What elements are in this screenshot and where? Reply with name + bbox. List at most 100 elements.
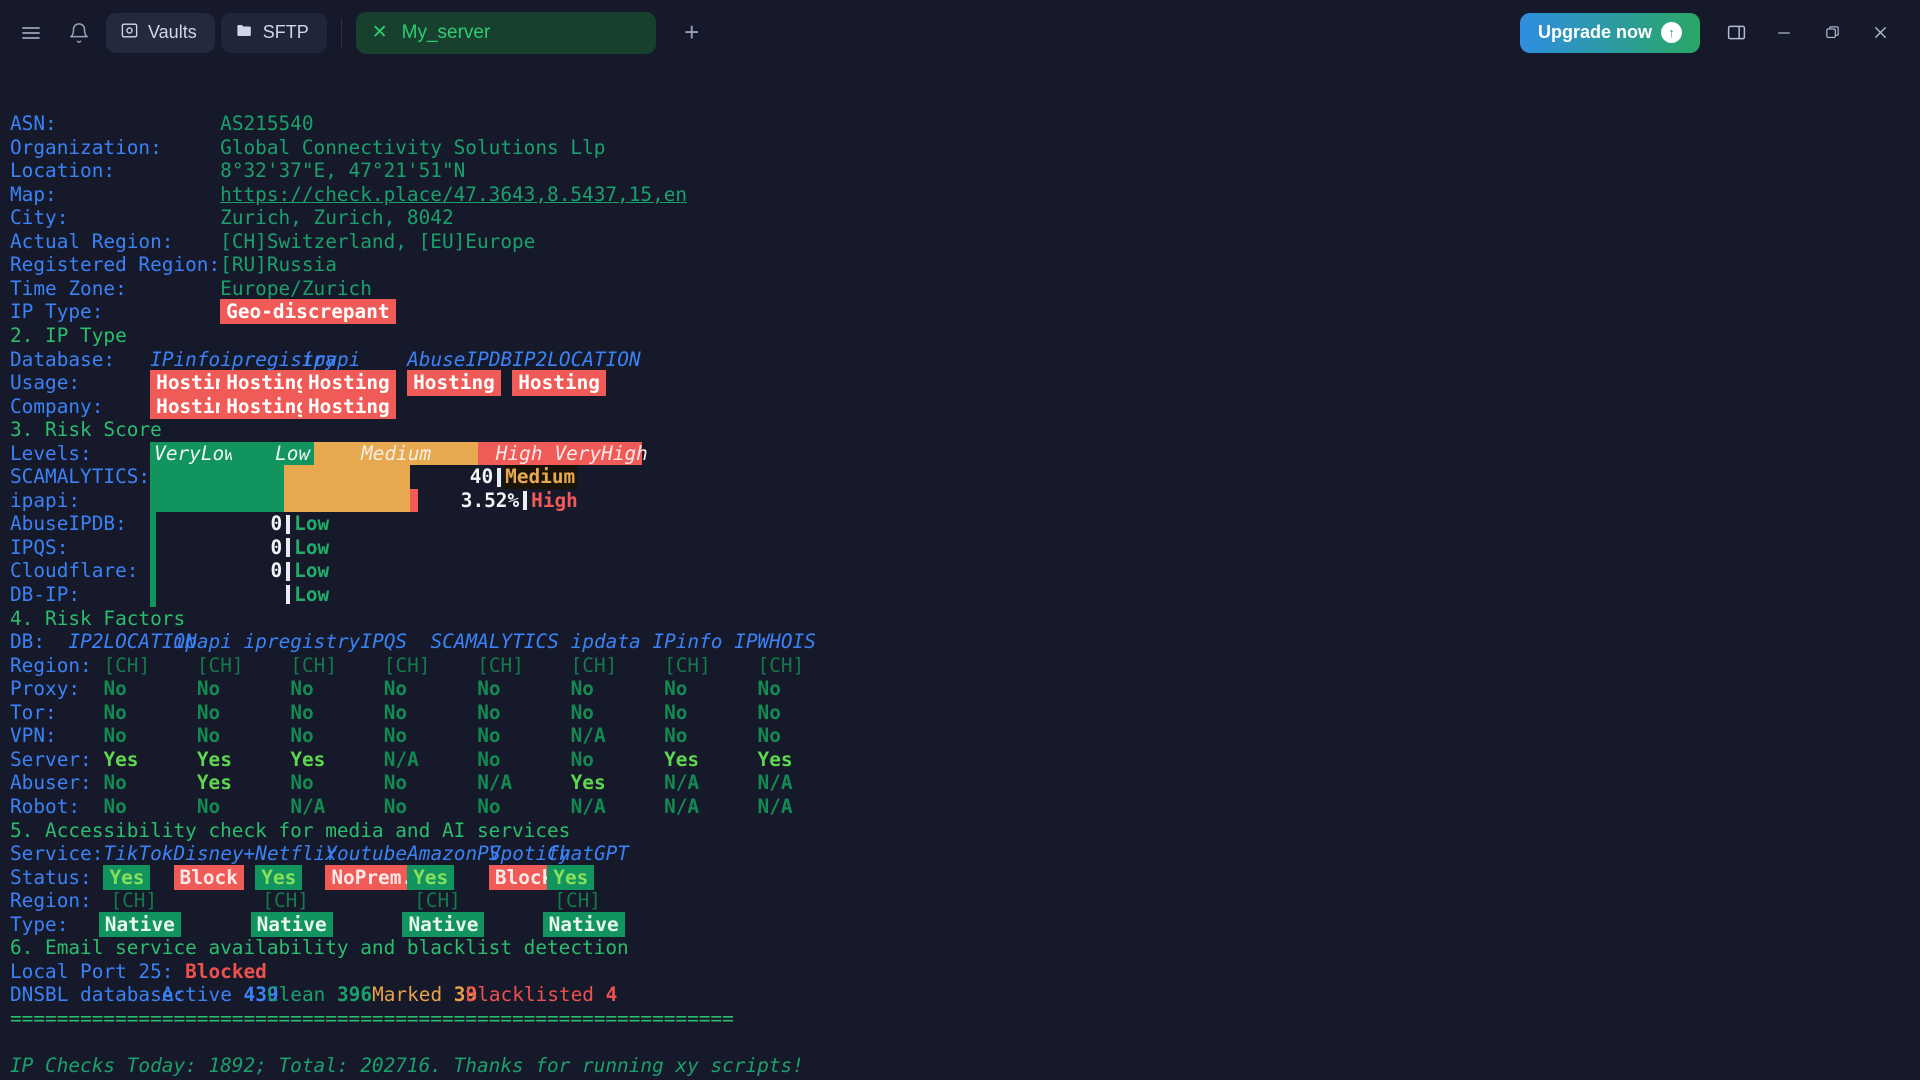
risk-score-value: 0 <box>270 512 283 536</box>
risk-factor-row: Robot: No No N/A No No N/A N/A N/A <box>10 795 1920 819</box>
risk-marker <box>497 465 502 489</box>
risk-score-value: 0 <box>270 535 283 559</box>
service-type-row: Type: Native Native Native Native <box>10 911 1920 938</box>
row-label: Local Port 25: <box>10 959 186 983</box>
service-name: Disney+ <box>173 842 256 866</box>
database-header-row: Database: IPinfo ipregistry ipapi AbuseIPDB I… <box>10 348 1920 372</box>
overview-row: ASN: AS215540 <box>10 112 1920 136</box>
dnsbl-entry: Marked 39 <box>372 983 478 1007</box>
section-heading-row: 2. IP Type <box>10 324 1920 348</box>
risk-bar <box>150 535 157 560</box>
risk-factor-cell: No <box>290 724 314 748</box>
risk-factor-cell: No <box>383 724 408 748</box>
new-tab-button[interactable]: + <box>684 17 700 47</box>
row-label: Tor: <box>10 700 57 724</box>
db-name: IP2LOCATION <box>512 347 641 371</box>
close-button[interactable] <box>1858 13 1902 53</box>
divider-row: ========================================… <box>10 1007 1920 1031</box>
risk-factor-cell: [CH] <box>383 653 431 677</box>
field-value: Europe/Zurich <box>220 276 372 300</box>
overview-row: Actual Region: [CH]Switzerland, [EU]Euro… <box>10 230 1920 254</box>
row-label: DB-IP: <box>10 583 81 607</box>
cell: ipregistry <box>220 348 337 372</box>
upgrade-label: Upgrade now <box>1537 22 1652 42</box>
db-name: IPWHOIS <box>734 630 816 654</box>
row-label: Server: <box>10 747 92 771</box>
sftp-button[interactable]: SFTP <box>220 12 327 53</box>
db-name: AbuseIPDB <box>407 347 513 371</box>
risk-factor-cell: N/A <box>383 747 419 771</box>
close-icon[interactable]: ✕ <box>371 22 388 43</box>
usage-badge: Hosting <box>512 370 606 396</box>
hamburger-icon[interactable] <box>10 12 52 54</box>
row-label: Company: <box>10 394 104 418</box>
section-heading-row: 4. Risk Factors <box>10 607 1920 631</box>
risk-factor-cell: No <box>570 700 594 724</box>
db-name: ipregistry <box>243 630 361 654</box>
risk-factor-cell: No <box>664 724 688 748</box>
risk-factor-cell: [CH] <box>477 653 524 677</box>
risk-level-4: VeryHigh <box>554 441 648 466</box>
db-name: IPQS <box>360 630 408 654</box>
cell: ipapi <box>302 348 360 372</box>
field-value[interactable]: https://check.place/47.3643,8.5437,15,en <box>220 182 688 206</box>
risk-factor-cell: Yes <box>757 747 793 771</box>
overview-row: Organization: Global Connectivity Soluti… <box>10 136 1920 160</box>
service-region: [CH] <box>554 889 601 913</box>
bell-icon[interactable] <box>58 12 100 54</box>
service-name: Netflix <box>255 842 337 866</box>
upgrade-now-button[interactable]: Upgrade now ↑ <box>1519 12 1700 53</box>
usage-badge: Hosting <box>302 370 396 396</box>
risk-bar <box>150 559 157 584</box>
db-name: SCAMALYTICS <box>430 630 559 654</box>
local-port-row: Local Port 25: Blocked <box>10 960 1920 984</box>
terminal-output[interactable]: ASN: AS215540 Organization: Global Connec… <box>0 65 1920 1080</box>
row-label: DNSBL database: <box>10 983 186 1007</box>
risk-score-value: 3.52% <box>460 488 520 512</box>
risk-factor-cell: No <box>196 677 221 701</box>
service-type: Native <box>250 911 333 938</box>
field-label: Registered Region: <box>10 253 221 277</box>
risk-factor-cell: No <box>383 677 408 701</box>
section-heading: 4. Risk Factors <box>10 606 186 630</box>
footer-stats: IP Checks Today: 1892; Total: 202716. Th… <box>10 1053 804 1077</box>
service-status: Yes <box>103 864 151 891</box>
overview-row: Time Zone: Europe/Zurich <box>10 277 1920 301</box>
risk-factor-row: Tor: No No No No No No No No <box>10 701 1920 725</box>
split-panel-icon[interactable] <box>1714 13 1758 53</box>
risk-factor-cell: No <box>103 771 127 795</box>
row-label: DB: <box>10 630 46 654</box>
risk-level-scale: VeryLow Low Medium High VeryHigh <box>150 441 648 466</box>
report-label: Report Link: <box>10 1078 162 1080</box>
vaults-button[interactable]: Vaults <box>106 12 215 53</box>
cell: IP2LOCATION <box>512 348 640 372</box>
risk-factor-cell: No <box>103 724 127 748</box>
field-label: ASN: <box>10 112 221 136</box>
field-label: City: <box>10 206 221 230</box>
service-region-row: Region: [CH] [CH] [CH] [CH] <box>10 889 1920 913</box>
minimize-button[interactable] <box>1762 13 1806 53</box>
folder-icon <box>235 21 254 45</box>
service-status: Yes <box>547 864 595 891</box>
row-label: VPN: <box>10 724 57 748</box>
overview-row: Registered Region:[RU]Russia <box>10 253 1920 277</box>
vault-icon <box>120 21 139 45</box>
field-value: [CH]Switzerland, [EU]Europe <box>220 229 536 253</box>
row-label: Region: <box>10 889 92 913</box>
risk-score-row: SCAMALYTICS: 40 Medium <box>10 465 1920 489</box>
maximize-button[interactable] <box>1810 13 1854 53</box>
usage-badge: Hosting <box>220 370 314 396</box>
risk-factor-cell: No <box>383 700 408 724</box>
report-link[interactable]: https://Report.Check.Place/ip/1BNZFDIP1.… <box>162 1078 664 1080</box>
risk-factor-cell: No <box>383 794 408 818</box>
dnsbl-row: DNSBL database: Active 439 Clean 396 Marked… <box>10 983 1920 1007</box>
row-label: Database: <box>10 347 116 371</box>
row-label: ipapi: <box>10 488 81 512</box>
terminal-tab-my-server[interactable]: ✕ My_server <box>355 11 656 54</box>
service-name: Spotify <box>488 842 571 866</box>
field-value: Global Connectivity Solutions Llp <box>220 135 606 159</box>
section-heading: 6. Email service availability and blackl… <box>10 936 629 960</box>
service-name: Youtube <box>325 842 408 866</box>
risk-factor-cell: No <box>664 677 688 701</box>
overview-row: City: Zurich, Zurich, 8042 <box>10 206 1920 230</box>
